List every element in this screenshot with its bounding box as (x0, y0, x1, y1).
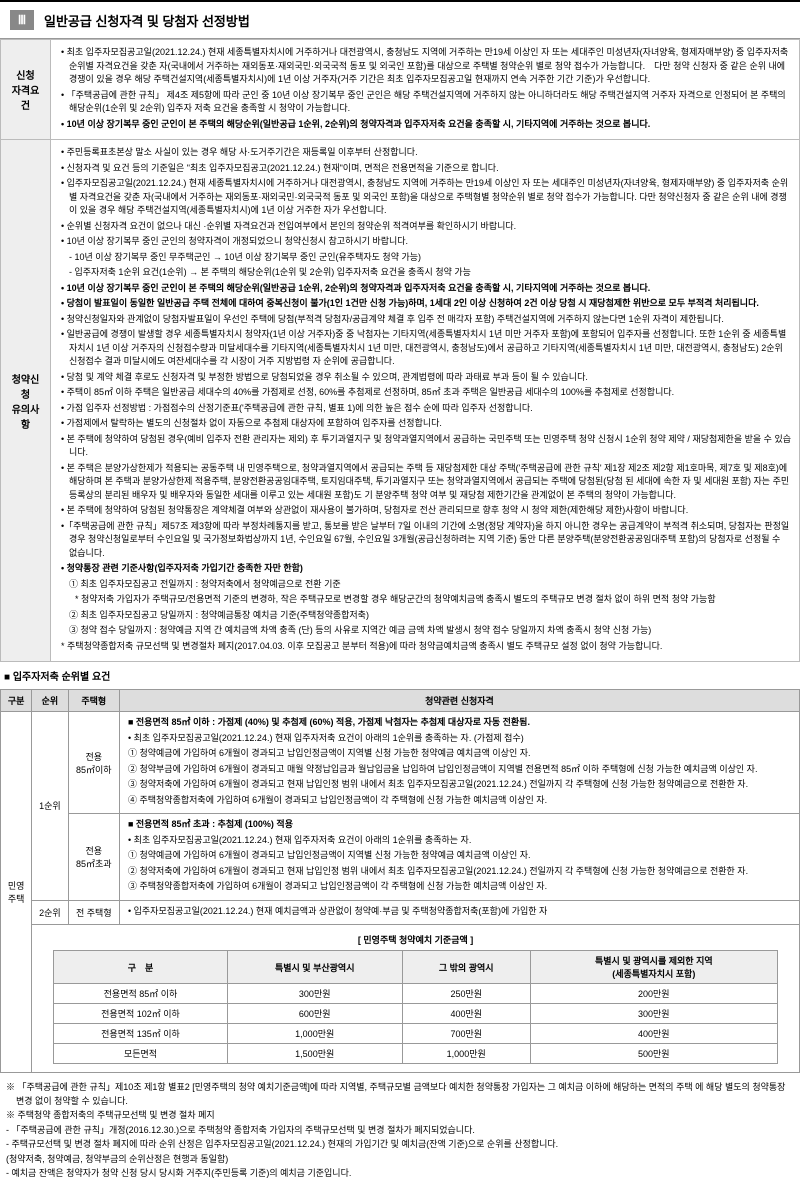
criteria-item: ② 청약저축에 가입하여 6개월이 경과되고 현재 납입인정 범위 내에서 최초… (126, 865, 793, 879)
amount-header: 구 분 (54, 951, 227, 984)
amount-cell: 1,500만원 (227, 1044, 402, 1064)
content-item: • 당첨 및 계약 체결 후로도 신청자격 및 부정한 방법으로 당첨되었을 경… (59, 371, 791, 385)
content-item: • 청약통장 관련 기준사항(입주자저축 가입기간 충족한 자만 한함) (59, 562, 791, 576)
amount-cell: 600만원 (227, 1004, 402, 1024)
amount-cell: 전용면적 102㎡ 이하 (54, 1004, 227, 1024)
amount-cell: 200만원 (530, 984, 777, 1004)
content-item: ③ 청약 접수 당일까지 : 청약예금 지역 간 예치금액 차액 충족 (단) … (59, 624, 791, 638)
criteria-item: • 입주자모집공고일(2021.12.24.) 현재 예치금액과 상관없이 청약… (126, 905, 793, 919)
content-item: •「주택공급에 관한 규칙」제57조 제3항에 따라 부정차례통지를 받고, 통… (59, 520, 791, 561)
content-item: * 청약저축 가입자가 주택규모/전용면적 기준의 변경하, 작은 주택규모로 … (59, 593, 791, 607)
amount-table: 구 분특별시 및 부산광역시그 밖의 광역시특별시 및 광역시를 제외한 지역(… (53, 950, 778, 1064)
criteria-item: ① 청약예금에 가입하여 6개월이 경과되고 납입인정금액이 지역별 신청 가능… (126, 849, 793, 863)
row-content: • 최초 입주자모집공고일(2021.12.24.) 현재 세종특별자치시에 거… (51, 40, 800, 140)
content-item: • 10년 이상 장기복무 중인 군인이 본 주택의 해당순위(일반공급 1순위… (59, 282, 791, 296)
content-item: • 「주택공급에 관한 규칙」 제4조 제5항에 따라 군인 중 10년 이상 … (59, 89, 791, 116)
amount-header: 그 밖의 광역시 (402, 951, 530, 984)
criteria-item: ② 청약부금에 가입하여 6개월이 경과되고 매월 약정납입금과 월납입금을 납… (126, 763, 793, 777)
sub-heading: ■ 입주자저축 순위별 요건 (4, 668, 796, 683)
amount-cell: 400만원 (530, 1024, 777, 1044)
amount-container: [ 민영주택 청약예치 기준금액 ] 구 분특별시 및 부산광역시그 밖의 광역시… (32, 925, 800, 1073)
criteria-item: ③ 청약저축에 가입하여 6개월이 경과되고 현재 납입인정 범위 내에서 최초… (126, 778, 793, 792)
criteria-cell: ■ 전용면적 85㎡ 초과 : 추첨제 (100%) 적용 • 최초 입주자모집공… (119, 814, 799, 901)
section-header: Ⅲ 일반공급 신청자격 및 당첨자 선정방법 (0, 0, 800, 39)
note-item: ※ 「주택공급에 관한 규칙」제10조 제1항 별표2 [민영주택의 청약 예치… (4, 1081, 796, 1108)
amount-cell: 모든면적 (54, 1044, 227, 1064)
row-content: • 주민등록표초본상 말소 사실이 있는 경우 해당 사·도거주기간은 재등록일… (51, 140, 800, 662)
content-item: ① 최초 입주자모집공고 전일까지 : 청약저축에서 청약예금으로 전환 기준 (59, 578, 791, 592)
content-item: • 일반공급에 경쟁이 발생할 경우 세종특별자치시 청약자(1년 이상 거주자… (59, 328, 791, 369)
amount-cell: 300만원 (530, 1004, 777, 1024)
criteria-item: ■ 전용면적 85㎡ 초과 : 추첨제 (100%) 적용 (126, 818, 793, 832)
note-item: - 「주택공급에 관한 규칙」개정(2016.12.30.)으로 주택청약 종합… (4, 1124, 796, 1138)
amount-cell: 700만원 (402, 1024, 530, 1044)
note-item: - 주택규모선택 및 변경 절차 폐지에 따라 순위 산정은 입주자모집공고일(… (4, 1138, 796, 1152)
rank-header: 청약관련 신청자격 (119, 690, 799, 712)
amount-cell: 400만원 (402, 1004, 530, 1024)
amount-caption: [ 민영주택 청약예치 기준금액 ] (38, 933, 793, 946)
content-item: • 신청자격 및 요건 등의 기준일은 "최초 입주자모집공고(2021.12.… (59, 162, 791, 176)
amount-cell: 250만원 (402, 984, 530, 1004)
content-item: • 10년 이상 장기복무 중인 군인의 청약자격이 개정되었으니 청약신청시 … (59, 235, 791, 249)
amount-cell: 전용면적 135㎡ 이하 (54, 1024, 227, 1044)
rank-table: 구분순위주택형청약관련 신청자격 민영주택1순위전용85㎡이하■ 전용면적 85… (0, 689, 800, 1073)
content-item: • 본 주택은 분양가상한제가 적용되는 공동주택 내 민영주택으로, 청약과열… (59, 462, 791, 503)
type-cell: 전 주택형 (68, 900, 119, 925)
content-item: • 본 주택에 청약하여 당첨된 청약통장은 계약체결 여부와 상관없이 재사용… (59, 504, 791, 518)
row-label: 신청자격요건 (1, 40, 51, 140)
type-cell: 전용85㎡이하 (68, 712, 119, 814)
rank-header: 순위 (32, 690, 68, 712)
amount-header: 특별시 및 광역시를 제외한 지역(세종특별자치시 포함) (530, 951, 777, 984)
content-item: • 가점 입주자 선정방법 : 가점점수의 산정기준표('주택공급에 관한 규칙… (59, 402, 791, 416)
amount-cell: 1,000만원 (402, 1044, 530, 1064)
note-item: ※ 주택청약 종합저축의 주택규모선택 및 변경 절차 폐지 (4, 1109, 796, 1123)
criteria-item: ■ 전용면적 85㎡ 이하 : 가점제 (40%) 및 추첨제 (60%) 적용… (126, 716, 793, 730)
main-table: 신청자격요건• 최초 입주자모집공고일(2021.12.24.) 현재 세종특별… (0, 39, 800, 662)
content-item: - 10년 이상 장기복무 중인 무주택군인 → 10년 이상 장기복무 중인 … (59, 251, 791, 265)
content-item: • 청약신청일자와 관계없이 당첨자발표일이 우선인 주택에 당첨(부적격 당첨… (59, 313, 791, 327)
rank-header: 구분 (1, 690, 32, 712)
amount-cell: 300만원 (227, 984, 402, 1004)
content-item: • 입주자모집공고일(2021.12.24.) 현재 세종특별자치시에 거주하거… (59, 177, 791, 218)
rank-cell: 2순위 (32, 900, 68, 925)
criteria-item: • 최초 입주자모집공고일(2021.12.24.) 현재 입주자저축 요건이 … (126, 834, 793, 848)
content-item: * 주택청약종합저축 규모선택 및 변경절차 폐지(2017.04.03. 이후… (59, 640, 791, 654)
note-item: - 예치금 잔액은 청약자가 청약 신청 당시 당시화 거주지(주민등록 기준)… (4, 1167, 796, 1181)
criteria-cell: • 입주자모집공고일(2021.12.24.) 현재 예치금액과 상관없이 청약… (119, 900, 799, 925)
amount-cell: 전용면적 85㎡ 이하 (54, 984, 227, 1004)
amount-cell: 500만원 (530, 1044, 777, 1064)
content-item: • 가점제에서 탈락하는 별도의 신청절차 없이 자동으로 추첨제 대상자에 포… (59, 417, 791, 431)
content-item: • 10년 이상 장기복무 중인 군인이 본 주택의 해당순위(일반공급 1순위… (59, 118, 791, 132)
content-item: ② 최초 입주자모집공고 당일까지 : 청약예금통장 예치금 기준(주택청약종합… (59, 609, 791, 623)
note-item: (청약저축, 청약예금, 청약부금의 순위산정은 현행과 동일함) (4, 1153, 796, 1167)
section-num: Ⅲ (10, 10, 34, 30)
rank-cell: 1순위 (32, 712, 68, 901)
content-item: • 순위별 신청자격 요건이 없으나 대신 ·순위별 자격요건과 전입여부에서 … (59, 220, 791, 234)
rank-header: 주택형 (68, 690, 119, 712)
criteria-item: ① 청약예금에 가입하여 6개월이 경과되고 납입인정금액이 지역별 신청 가능… (126, 747, 793, 761)
row-label: 청약신청유의사항 (1, 140, 51, 662)
content-item: • 당첨이 발표일이 동일한 일반공급 주택 전체에 대하여 중복신청이 불가(… (59, 297, 791, 311)
content-item: • 최초 입주자모집공고일(2021.12.24.) 현재 세종특별자치시에 거… (59, 46, 791, 87)
content-item: • 주택이 85㎡ 이하 주택은 일반공급 세대수의 40%를 가점제로 선정,… (59, 386, 791, 400)
section-title: 일반공급 신청자격 및 당첨자 선정방법 (44, 11, 250, 30)
content-item: • 본 주택에 청약하여 당첨된 경우(예비 입주자 전환 관리자는 제외) 후… (59, 433, 791, 460)
notes: ※ 「주택공급에 관한 규칙」제10조 제1항 별표2 [민영주택의 청약 예치… (0, 1077, 800, 1186)
content-item: • 주민등록표초본상 말소 사실이 있는 경우 해당 사·도거주기간은 재등록일… (59, 146, 791, 160)
criteria-item: • 최초 입주자모집공고일(2021.12.24.) 현재 입주자저축 요건이 … (126, 732, 793, 746)
criteria-item: ③ 주택청약종합저축에 가입하여 6개월이 경과되고 납입인정금액이 각 주택형… (126, 880, 793, 894)
content-item: - 입주자저축 1순위 요건(1순위) → 본 주택의 해당순위(1순위 및 2… (59, 266, 791, 280)
type-cell: 전용85㎡초과 (68, 814, 119, 901)
amount-cell: 1,000만원 (227, 1024, 402, 1044)
criteria-item: ④ 주택청약종합저축에 가입하여 6개월이 경과되고 납입인정금액이 각 주택형… (126, 794, 793, 808)
side-label: 민영주택 (1, 712, 32, 1073)
amount-header: 특별시 및 부산광역시 (227, 951, 402, 984)
criteria-cell: ■ 전용면적 85㎡ 이하 : 가점제 (40%) 및 추첨제 (60%) 적용… (119, 712, 799, 814)
